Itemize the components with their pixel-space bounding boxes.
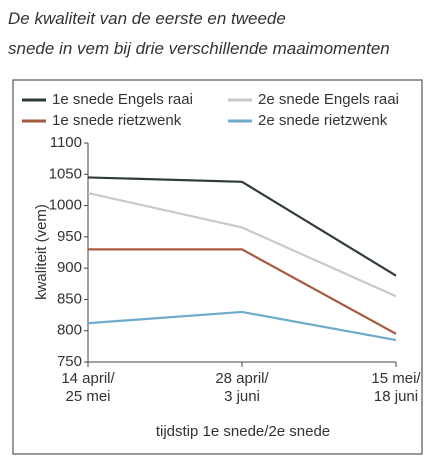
y-tick-label: 1100 bbox=[50, 134, 82, 151]
x-tick-label: 18 juni bbox=[374, 388, 418, 405]
y-tick-label: 1000 bbox=[49, 197, 82, 214]
series-line bbox=[87, 310, 397, 342]
y-tick-label: 900 bbox=[57, 259, 82, 276]
chart-title: De kwaliteit van de eerste en tweede bbox=[8, 9, 286, 28]
legend-label: 1e snede rietzwenk bbox=[52, 112, 182, 129]
series-line bbox=[88, 248, 397, 335]
chart-title: snede in vem bij drie verschillende maai… bbox=[8, 39, 390, 58]
x-tick-label: 25 mei bbox=[65, 388, 110, 405]
legend-label: 2e snede rietzwenk bbox=[258, 112, 388, 129]
legend-label: 2e snede Engels raai bbox=[258, 91, 399, 108]
y-tick-label: 950 bbox=[57, 228, 82, 245]
y-tick-label: 1050 bbox=[49, 165, 82, 182]
x-tick-label: 15 mei/ bbox=[371, 370, 421, 387]
legend-label: 1e snede Engels raai bbox=[52, 91, 193, 108]
x-tick-label: 3 juni bbox=[224, 388, 260, 405]
x-tick-label: 28 april/ bbox=[215, 370, 269, 387]
y-tick-label: 750 bbox=[57, 353, 82, 370]
chart-frame bbox=[12, 79, 423, 455]
series-line bbox=[87, 176, 397, 277]
x-axis-label: tijdstip 1e snede/2e snede bbox=[156, 423, 330, 440]
y-tick-label: 850 bbox=[57, 290, 82, 307]
y-axis-label: kwaliteit (vem) bbox=[33, 204, 50, 300]
series-line bbox=[87, 191, 397, 298]
y-tick-label: 800 bbox=[57, 322, 82, 339]
x-tick-label: 14 april/ bbox=[61, 370, 115, 387]
